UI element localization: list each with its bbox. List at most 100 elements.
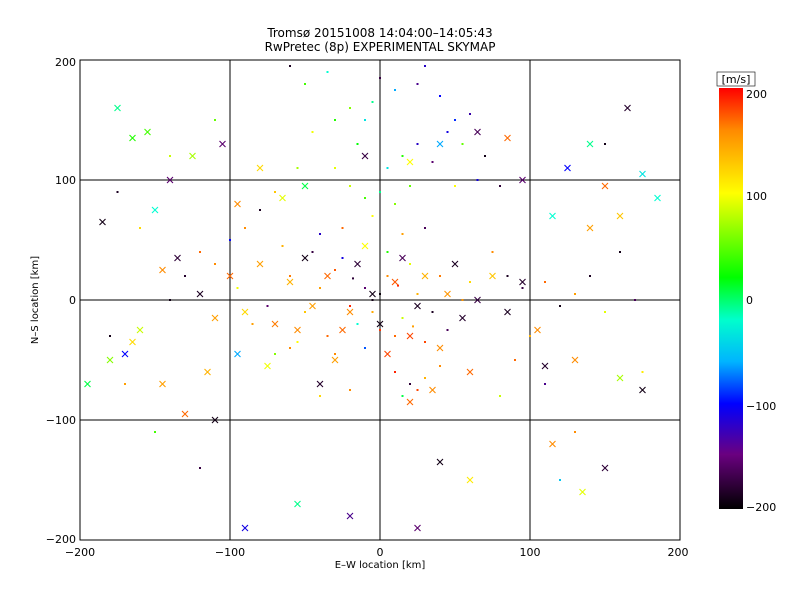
data-point-dot [364, 119, 366, 121]
data-point-dot [544, 383, 546, 385]
data-point-cross [406, 158, 414, 166]
data-point-dot [416, 389, 419, 391]
data-point-dot [154, 431, 156, 433]
data-point-dot [214, 263, 216, 265]
data-points [84, 65, 661, 532]
data-point-dot [394, 89, 396, 91]
data-point-dot [169, 299, 171, 301]
data-point-cross [616, 212, 624, 220]
data-point-cross [459, 314, 466, 322]
y-axis-label: N–S location [km] [30, 256, 41, 344]
data-point-cross [436, 458, 444, 466]
data-point-dot [304, 311, 306, 313]
data-point-dot [416, 293, 419, 295]
data-point-cross [99, 218, 106, 226]
data-point-dot [341, 227, 344, 229]
data-point-cross [361, 152, 369, 160]
data-point-dot [454, 119, 456, 121]
data-point-dot [281, 245, 284, 247]
data-point-dot [311, 131, 314, 133]
data-point-dot [394, 203, 396, 205]
data-point-cross [294, 500, 301, 508]
data-point-dot [416, 83, 419, 85]
x-axis: −200 −100 0 100 200 E–W location [km] [65, 546, 689, 571]
data-point-cross [474, 296, 481, 304]
data-point-dot [266, 305, 269, 307]
data-point-cross [451, 260, 459, 268]
data-point-cross [211, 416, 219, 424]
data-point-dot [364, 197, 366, 199]
data-point-cross [144, 128, 151, 136]
data-point-cross [571, 356, 579, 364]
data-point-dot [469, 281, 471, 283]
data-point-dot [296, 341, 299, 343]
data-point-dot [397, 284, 399, 287]
data-point-dot [604, 143, 606, 145]
data-point-dot [634, 299, 636, 301]
data-point-cross [279, 194, 286, 202]
data-point-cross [294, 326, 301, 334]
data-point-cross [256, 164, 264, 172]
data-point-dot [409, 263, 411, 265]
data-point-cross [586, 224, 594, 232]
data-point-dot [341, 257, 344, 259]
data-point-cross [376, 320, 384, 328]
data-point-dot [574, 431, 576, 433]
data-point-dot [124, 383, 126, 385]
data-point-cross [339, 326, 346, 334]
data-point-cross [384, 350, 391, 358]
y-axis: 200 100 0 −100 −200 N–S location [km] [30, 56, 76, 546]
data-point-dot [424, 377, 426, 379]
data-point-cross [616, 374, 624, 382]
data-point-cross [129, 134, 136, 142]
data-point-cross [234, 200, 241, 208]
data-point-cross [406, 398, 414, 406]
data-point-cross [121, 350, 129, 358]
data-point-cross [414, 524, 421, 532]
data-point-cross [346, 308, 354, 316]
data-point-cross [151, 206, 159, 214]
data-point-cross [654, 194, 661, 202]
data-point-dot [446, 329, 449, 331]
data-point-cross [406, 332, 414, 340]
data-point-cross [579, 488, 586, 496]
data-point-dot [484, 155, 486, 157]
data-point-dot [356, 323, 359, 325]
data-point-dot [446, 131, 449, 133]
data-point-cross [399, 254, 406, 262]
data-point-cross [106, 356, 114, 364]
data-point-dot [574, 293, 576, 295]
data-point-dot [461, 299, 464, 301]
data-point-dot [401, 155, 404, 157]
data-point-cross [639, 386, 646, 394]
data-point-dot [379, 77, 381, 79]
data-point-dot [424, 65, 426, 67]
colorbar-gradient [719, 88, 743, 509]
data-point-dot [412, 325, 414, 328]
data-point-dot [304, 83, 306, 85]
data-point-dot [349, 185, 351, 187]
data-point-cross [369, 290, 376, 298]
colorbar-tick-label: −200 [746, 501, 776, 514]
data-point-cross [234, 350, 241, 358]
data-point-cross [444, 290, 451, 298]
x-tick-label: 0 [377, 546, 384, 559]
data-point-dot [439, 95, 441, 97]
chart-subtitle: RwPretec (8p) EXPERIMENTAL SKYMAP [265, 40, 496, 54]
data-point-dot [289, 65, 291, 67]
data-point-dot [289, 275, 291, 277]
data-point-dot [409, 185, 411, 187]
data-point-dot [371, 311, 374, 313]
data-point-dot [289, 347, 291, 349]
data-point-cross [316, 380, 324, 388]
data-point-cross [504, 134, 511, 142]
data-point-dot [259, 209, 261, 211]
data-point-cross [309, 302, 316, 310]
data-point-dot [236, 287, 239, 289]
data-point-dot [589, 275, 591, 277]
data-point-dot [274, 191, 276, 193]
data-point-cross [361, 242, 369, 250]
data-point-dot [491, 251, 494, 253]
data-point-dot [416, 143, 419, 145]
